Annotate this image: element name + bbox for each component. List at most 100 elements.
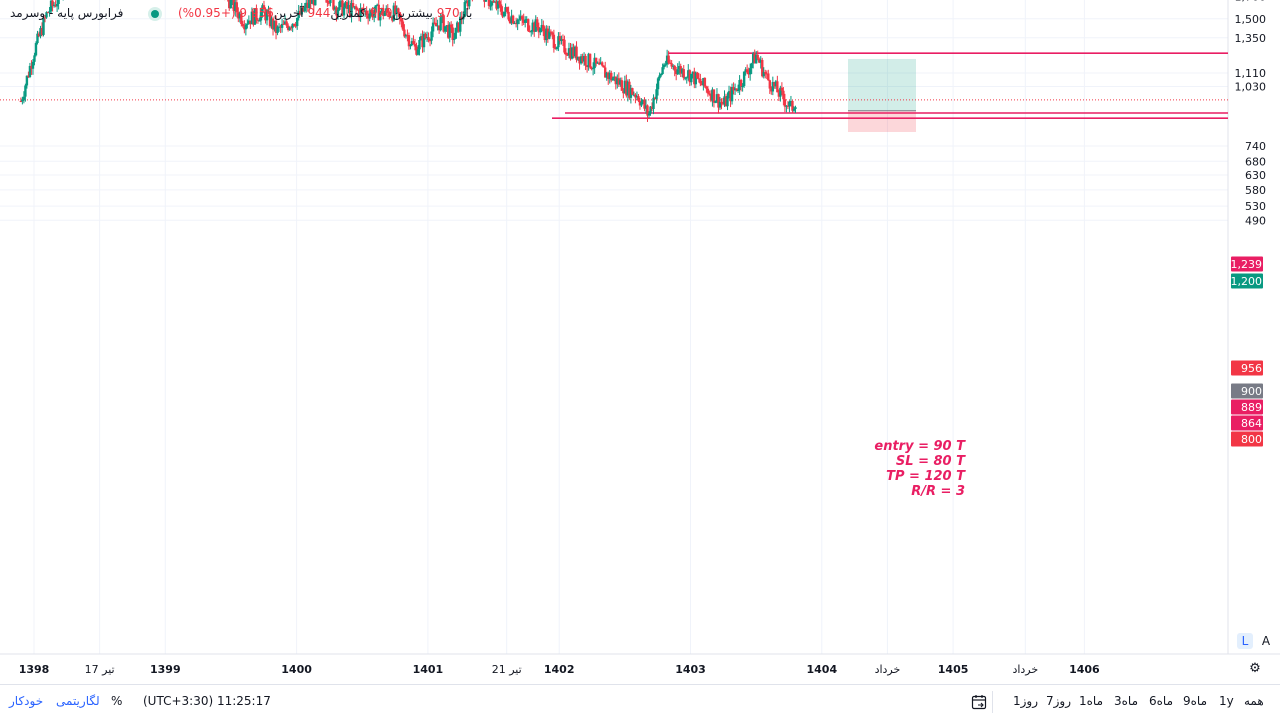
settings-gear-icon[interactable]: ⚙	[1249, 661, 1261, 676]
candle-body	[546, 28, 550, 39]
candle-body	[415, 46, 418, 55]
toolbar-divider	[992, 691, 993, 713]
candle-body	[551, 32, 554, 35]
candle-body	[309, 0, 312, 4]
candle-body	[465, 0, 468, 3]
candle-body	[637, 96, 640, 101]
candle-body	[398, 12, 402, 19]
candle-body	[295, 17, 299, 27]
candle-body	[410, 41, 414, 45]
candle-body	[419, 36, 423, 41]
candle-body	[395, 8, 399, 14]
candle-body	[394, 5, 397, 14]
candle-body	[771, 82, 775, 92]
candle-body	[670, 63, 673, 67]
candle-body	[333, 7, 337, 10]
candle-body	[427, 37, 430, 41]
candle-body	[446, 25, 450, 38]
range-7d-button[interactable]: 7روز	[1046, 694, 1072, 708]
candle-body	[564, 52, 568, 55]
candle-body	[576, 56, 580, 60]
candle-body	[617, 78, 621, 85]
y-tick-label: 630	[1245, 169, 1266, 182]
x-tick-label: 17 تیر	[85, 663, 115, 676]
candle-body	[656, 78, 660, 90]
range-1y-button[interactable]: 1y	[1219, 694, 1234, 708]
log-toggle[interactable]: لگاریتمی	[56, 694, 100, 708]
range-1d-button[interactable]: 1روز	[1013, 694, 1039, 708]
percent-toggle[interactable]: %	[111, 694, 123, 708]
candle-body	[291, 23, 294, 28]
candle-body	[440, 15, 444, 18]
candle-body	[773, 82, 776, 87]
candle-body	[718, 101, 722, 108]
candle-body	[283, 21, 287, 24]
candle-body	[759, 59, 762, 63]
range-all-button[interactable]: همه	[1244, 694, 1264, 708]
candle-body	[779, 87, 782, 97]
candle-body	[55, 4, 59, 7]
candle-body	[738, 79, 741, 91]
candle-body	[241, 24, 245, 27]
candle-body	[350, 3, 353, 17]
y-tick-label: 1,030	[1235, 80, 1267, 93]
candle-body	[451, 27, 454, 41]
candle-body	[724, 96, 728, 107]
candle-body	[294, 25, 297, 27]
candle-body	[554, 47, 557, 49]
candle-body	[258, 20, 261, 22]
clock-timezone[interactable]: (UTC+3:30) 11:25:17	[143, 694, 271, 708]
candle-body	[385, 8, 388, 13]
bottom-toolbar: همه 1y 9ماه 6ماه 3ماه 1ماه 7روز 1روز (UT…	[0, 684, 1280, 720]
candle-body	[548, 31, 551, 39]
candle-body	[567, 48, 571, 56]
x-tick-label: 1400	[281, 663, 312, 676]
range-9m-button[interactable]: 9ماه	[1183, 694, 1208, 708]
price-chart[interactable]: 2,5002,3002,1001,9001,7001,5001,3501,110…	[0, 0, 1280, 684]
candle-body	[785, 105, 788, 107]
candle-body	[625, 80, 628, 96]
candle-body	[274, 20, 278, 33]
candle-body	[662, 64, 666, 68]
candle-body	[751, 53, 755, 64]
candle-body	[345, 2, 349, 9]
candle-body	[549, 31, 553, 33]
candle-body	[495, 1, 498, 9]
candle-body	[608, 72, 611, 79]
candle-body	[794, 107, 797, 109]
auto-toggle[interactable]: خودکار	[9, 694, 44, 708]
candle-body	[302, 6, 305, 12]
price-badge-label: 956	[1241, 362, 1262, 375]
symbol-title[interactable]: فرابورس پایه - وسرمد	[10, 6, 124, 20]
candle-body	[450, 24, 453, 28]
candle-body	[543, 31, 547, 41]
candle-body	[418, 40, 421, 50]
candle-body	[383, 12, 386, 16]
log-scale-button[interactable]: L	[1237, 633, 1253, 649]
candle-body	[270, 18, 273, 27]
date-range-calendar-icon[interactable]	[970, 693, 988, 711]
candle-body	[776, 81, 779, 93]
range-6m-button[interactable]: 6ماه	[1149, 694, 1174, 708]
candle-body	[457, 22, 460, 32]
candle-body	[601, 62, 604, 66]
candle-body	[560, 39, 563, 41]
candle-body	[430, 31, 433, 41]
candle-body	[659, 73, 663, 76]
candle-body	[327, 2, 331, 4]
candle-body	[502, 11, 506, 17]
range-3m-button[interactable]: 3ماه	[1114, 694, 1139, 708]
annotation-take-profit: TP = 120 T	[886, 469, 965, 484]
candle-body	[422, 33, 426, 48]
candle-body	[289, 27, 293, 29]
candle-body	[578, 56, 581, 64]
candle-body	[261, 5, 264, 13]
candle-body	[501, 11, 504, 17]
auto-scale-button[interactable]: A	[1261, 634, 1271, 648]
range-1m-button[interactable]: 1ماه	[1079, 694, 1104, 708]
candle-body	[522, 19, 525, 23]
y-tick-label: 490	[1245, 214, 1266, 227]
candle-body	[755, 54, 758, 64]
candle-body	[632, 94, 636, 96]
candle-body	[493, 1, 497, 3]
